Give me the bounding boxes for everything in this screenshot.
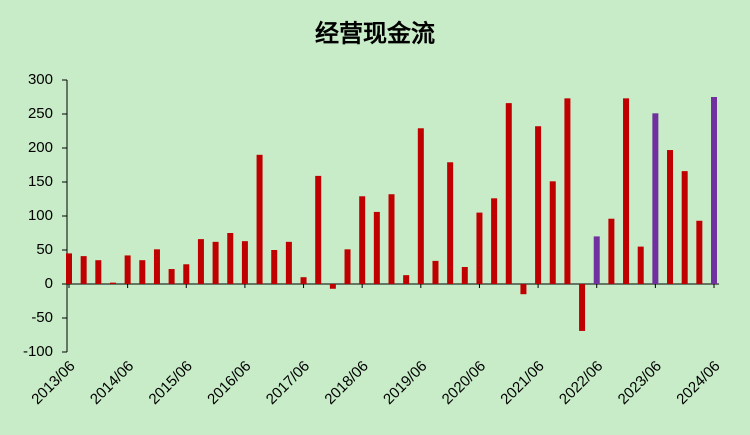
bar <box>241 241 248 284</box>
bar <box>520 284 527 295</box>
bar <box>271 250 278 284</box>
y-tick-label: 250 <box>28 105 53 122</box>
y-tick-label: 200 <box>28 139 53 156</box>
bar <box>139 260 146 284</box>
bar <box>432 260 439 284</box>
bar <box>373 211 380 284</box>
bar <box>667 150 674 284</box>
bar <box>447 162 454 284</box>
bar <box>227 233 234 284</box>
bar <box>66 253 72 284</box>
bar <box>608 218 615 284</box>
bar <box>109 282 116 284</box>
bar <box>637 246 644 284</box>
bar <box>197 239 204 284</box>
y-tick-label: 100 <box>28 207 53 224</box>
y-tick-label: -100 <box>23 343 53 360</box>
bar <box>623 98 630 284</box>
bar <box>535 126 542 285</box>
y-tick-label: 300 <box>28 71 53 88</box>
bar <box>344 249 351 284</box>
y-tick-label: 50 <box>36 241 53 258</box>
bar <box>359 196 366 284</box>
bar <box>212 241 219 284</box>
bar <box>80 256 87 284</box>
bar <box>403 275 410 284</box>
bar <box>696 220 703 284</box>
bar <box>681 171 688 284</box>
bar <box>315 175 322 284</box>
bar <box>491 198 498 284</box>
y-tick-label: -50 <box>31 309 53 326</box>
bar <box>652 113 659 284</box>
bar <box>168 269 175 284</box>
bar <box>285 241 292 284</box>
bar <box>564 98 571 284</box>
bar <box>329 284 336 289</box>
bar <box>183 264 190 284</box>
chart-title: 经营现金流 <box>315 19 435 47</box>
bar <box>95 260 102 284</box>
bar <box>388 194 395 284</box>
y-tick-label: 150 <box>28 173 53 190</box>
y-tick-label: 0 <box>45 275 53 292</box>
bar <box>417 128 424 284</box>
bar <box>593 236 600 284</box>
bar <box>124 255 131 284</box>
bar <box>549 181 556 284</box>
bar <box>476 212 483 284</box>
bar <box>256 154 263 284</box>
bar <box>300 277 307 284</box>
bar <box>711 97 717 284</box>
bar <box>153 249 160 284</box>
bar <box>579 284 586 331</box>
bar <box>461 267 468 284</box>
bar <box>505 103 512 285</box>
